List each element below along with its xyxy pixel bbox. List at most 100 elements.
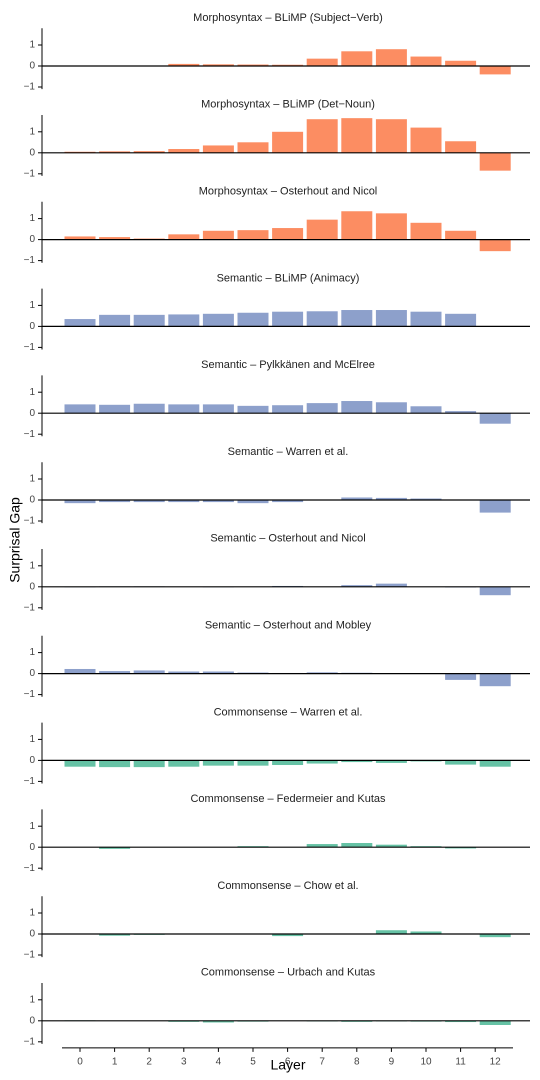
bar (237, 142, 269, 153)
bar (168, 404, 200, 414)
bar (479, 934, 511, 938)
bar (306, 58, 338, 66)
bar (306, 672, 338, 674)
bar (341, 401, 373, 414)
panel-title: Commonsense – Federmeier and Kutas (190, 793, 386, 805)
bar (445, 1020, 477, 1023)
y-tick-label: 0 (29, 147, 35, 158)
panel-title: Semantic – Pylkkänen and McElree (201, 359, 375, 371)
bar (237, 405, 269, 414)
x-tick-label: 10 (420, 1057, 432, 1068)
y-tick-label: 1 (29, 994, 35, 1005)
y-axis-label: Surprisal Gap (7, 497, 23, 583)
bar (445, 230, 477, 240)
y-tick-label: −1 (24, 255, 36, 266)
y-tick-label: 0 (29, 321, 35, 332)
bar (99, 404, 131, 414)
panel-title: Semantic – Osterhout and Nicol (210, 533, 365, 545)
y-tick-label: 0 (29, 755, 35, 766)
y-tick-label: 1 (29, 908, 35, 919)
bar (306, 119, 338, 153)
bar (99, 237, 131, 240)
y-tick-label: 0 (29, 929, 35, 940)
bar (272, 500, 304, 503)
bar (202, 760, 234, 766)
bar (272, 64, 304, 66)
bar (306, 311, 338, 327)
y-tick-label: 1 (29, 126, 35, 137)
bar (341, 310, 373, 327)
bar (272, 405, 304, 414)
bar (445, 141, 477, 153)
y-tick-label: −1 (24, 1036, 36, 1047)
bar (237, 312, 269, 327)
x-tick-label: 5 (250, 1057, 256, 1068)
bar (99, 314, 131, 327)
bar (341, 585, 373, 587)
panel-title: Semantic – Warren et al. (228, 446, 349, 458)
panel-title: Morphosyntax – BLiMP (Subject−Verb) (193, 12, 383, 24)
bar (99, 500, 131, 503)
bar (64, 500, 96, 504)
bar (272, 131, 304, 153)
panel-title: Commonsense – Warren et al. (214, 706, 363, 718)
bar (479, 239, 511, 252)
y-tick-label: −1 (24, 168, 36, 179)
bar (272, 760, 304, 766)
bar (306, 844, 338, 848)
bar (410, 406, 442, 414)
bar (202, 230, 234, 240)
bar (306, 219, 338, 240)
bar (375, 760, 407, 763)
y-tick-label: 1 (29, 300, 35, 311)
bar (202, 64, 234, 66)
bar (202, 313, 234, 327)
bar (410, 127, 442, 153)
y-tick-label: 1 (29, 821, 35, 832)
y-tick-label: 0 (29, 234, 35, 245)
bar (375, 497, 407, 500)
bar (168, 63, 200, 66)
bar (479, 500, 511, 513)
y-tick-label: 1 (29, 560, 35, 571)
bar (479, 586, 511, 596)
bar (375, 310, 407, 327)
panel-title: Semantic – Osterhout and Mobley (205, 620, 372, 632)
bar (64, 668, 96, 674)
bar (445, 313, 477, 327)
y-tick-label: 0 (29, 408, 35, 419)
bar (133, 403, 165, 414)
bar (99, 847, 131, 849)
bar (168, 314, 200, 327)
bar (202, 145, 234, 153)
bar (133, 500, 165, 503)
y-tick-label: 1 (29, 40, 35, 51)
x-tick-label: 7 (319, 1057, 325, 1068)
bar (168, 149, 200, 153)
bar (445, 60, 477, 66)
bar (202, 500, 234, 503)
x-tick-label: 4 (216, 1057, 222, 1068)
y-tick-label: 0 (29, 581, 35, 592)
bar (133, 314, 165, 327)
y-tick-label: 1 (29, 387, 35, 398)
x-tick-label: 0 (77, 1057, 83, 1068)
bar (375, 583, 407, 587)
bar (133, 760, 165, 768)
x-tick-label: 8 (354, 1057, 360, 1068)
bar (341, 760, 373, 763)
bar (410, 56, 442, 66)
bar (375, 930, 407, 934)
bar (237, 230, 269, 240)
bar (341, 497, 373, 500)
bar (168, 234, 200, 240)
bar (479, 760, 511, 767)
y-tick-label: 0 (29, 842, 35, 853)
bar (341, 211, 373, 240)
panel-title: Morphosyntax – Osterhout and Nicol (199, 186, 378, 198)
y-tick-label: −1 (24, 863, 36, 874)
y-tick-label: 1 (29, 647, 35, 658)
x-tick-label: 2 (146, 1057, 152, 1068)
bar (341, 843, 373, 848)
